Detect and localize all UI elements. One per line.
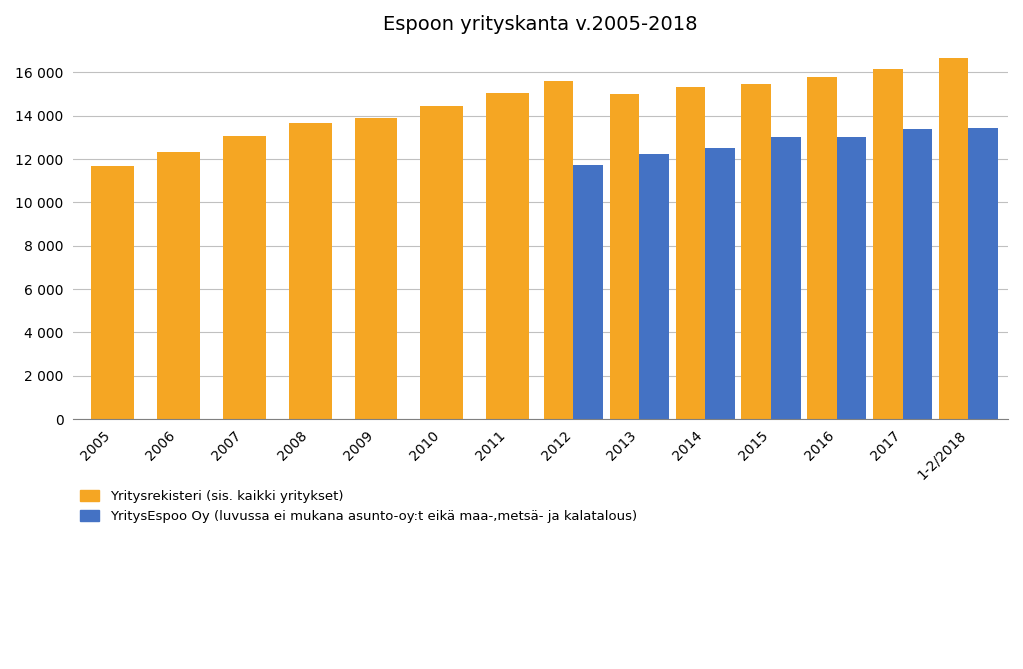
Bar [91, 166, 134, 419]
Bar [705, 149, 735, 419]
Bar [873, 70, 902, 419]
Bar [939, 58, 969, 419]
Bar [742, 84, 771, 419]
Bar [902, 129, 932, 419]
Bar [574, 165, 604, 419]
Bar [486, 93, 529, 419]
Bar [837, 138, 866, 419]
Bar [420, 106, 463, 419]
Title: Espoon yrityskanta v.2005-2018: Espoon yrityskanta v.2005-2018 [384, 15, 698, 34]
Bar [544, 81, 574, 419]
Bar [288, 123, 331, 419]
Bar [223, 136, 266, 419]
Bar [807, 77, 837, 419]
Bar [610, 94, 639, 419]
Bar [355, 118, 397, 419]
Bar [771, 138, 801, 419]
Legend: Yritysrekisteri (sis. kaikki yritykset), YritysEspoo Oy (luvussa ei mukana asunt: Yritysrekisteri (sis. kaikki yritykset),… [80, 490, 637, 523]
Bar [675, 86, 705, 419]
Bar [969, 128, 998, 419]
Bar [158, 152, 199, 419]
Bar [639, 154, 669, 419]
